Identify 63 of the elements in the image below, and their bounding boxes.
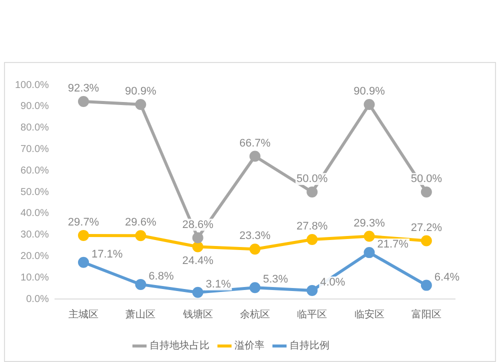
x-tick-label: 临平区: [297, 308, 328, 321]
point: [135, 230, 146, 242]
data-label: 6.8%: [148, 270, 174, 282]
y-tick-label: 40.0%: [20, 208, 50, 220]
point: [306, 284, 318, 296]
data-label: 5.3%: [262, 274, 288, 286]
data-label: 24.4%: [182, 254, 214, 267]
y-tick-label: 100.0%: [14, 80, 50, 91]
data-label: 27.8%: [296, 220, 328, 233]
data-label: 23.3%: [239, 230, 271, 242]
x-tick-label: 钱塘区: [182, 308, 213, 321]
legend-label: 自持地块占比: [150, 340, 210, 352]
point: [249, 282, 260, 294]
point: [420, 235, 432, 246]
y-tick-label: 0.0%: [26, 294, 50, 305]
x-tick-label: 临安区: [354, 308, 384, 321]
x-tick-label: 余杭区: [240, 308, 270, 321]
point: [78, 230, 89, 241]
y-tick-label: 10.0%: [20, 272, 50, 284]
point: [420, 280, 432, 291]
data-label: 29.7%: [68, 216, 100, 228]
point: [192, 286, 204, 298]
point: [192, 241, 204, 252]
legend-label: 自持比例: [290, 340, 330, 352]
point: [364, 98, 375, 110]
point: [78, 256, 89, 268]
data-label: 90.9%: [354, 86, 386, 98]
point: [364, 230, 375, 242]
y-tick-label: 70.0%: [20, 144, 50, 155]
data-label: 27.2%: [410, 222, 442, 234]
data-label: 66.7%: [239, 137, 271, 150]
data-label: 92.3%: [68, 82, 100, 95]
point: [249, 244, 260, 255]
point: [306, 186, 318, 198]
data-label: 50.0%: [296, 173, 328, 186]
point: [420, 186, 432, 198]
x-tick-label: 主城区: [68, 308, 98, 321]
point: [364, 247, 375, 258]
point: [135, 98, 146, 110]
data-label: 17.1%: [91, 248, 123, 260]
legend-label: 溢价率: [234, 340, 264, 352]
point: [78, 96, 89, 107]
data-label: 6.4%: [434, 271, 460, 284]
y-tick-label: 20.0%: [20, 250, 50, 262]
data-label: 21.7%: [377, 238, 409, 251]
point: [135, 278, 146, 290]
x-tick-label: 富阳区: [411, 308, 442, 321]
y-tick-label: 60.0%: [20, 165, 50, 176]
x-tick-label: 萧山区: [126, 308, 156, 321]
y-tick-label: 30.0%: [20, 230, 50, 241]
data-label: 3.1%: [206, 278, 232, 290]
data-label: 29.3%: [354, 217, 386, 230]
data-label: 29.6%: [125, 216, 156, 229]
point: [249, 150, 260, 162]
point: [192, 232, 204, 244]
data-label: 90.9%: [125, 86, 156, 98]
y-tick-label: 80.0%: [20, 122, 50, 134]
data-label: 4.0%: [320, 276, 346, 288]
data-label: 50.0%: [410, 173, 442, 186]
point: [306, 234, 318, 246]
y-tick-label: 50.0%: [20, 186, 50, 198]
y-tick-label: 90.0%: [20, 101, 50, 112]
data-label: 28.6%: [182, 218, 214, 231]
